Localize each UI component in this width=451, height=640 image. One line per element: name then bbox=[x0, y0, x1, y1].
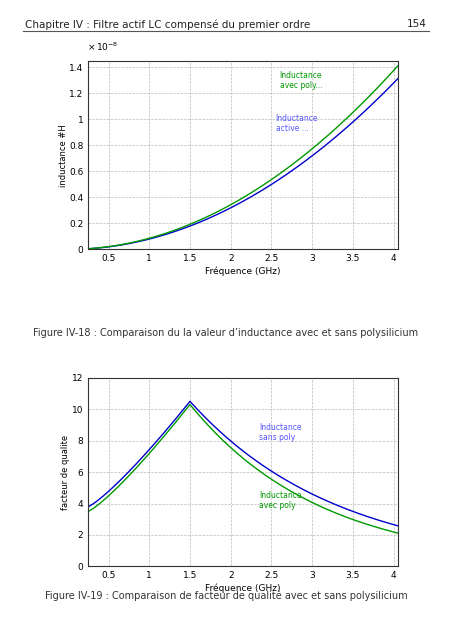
X-axis label: Fréquence (GHz): Fréquence (GHz) bbox=[205, 583, 280, 593]
Y-axis label: facteur de qualite: facteur de qualite bbox=[61, 435, 70, 509]
Text: Chapitre IV : Filtre actif LC compensé du premier ordre: Chapitre IV : Filtre actif LC compensé d… bbox=[25, 19, 309, 29]
Text: Inductance
avec poly...: Inductance avec poly... bbox=[279, 70, 322, 90]
Text: Inductance
avec poly: Inductance avec poly bbox=[259, 491, 301, 510]
Text: 154: 154 bbox=[406, 19, 426, 29]
Y-axis label: inductance #H: inductance #H bbox=[58, 124, 67, 186]
Text: Inductance
active ...: Inductance active ... bbox=[275, 113, 318, 133]
Text: $\times\,10^{-8}$: $\times\,10^{-8}$ bbox=[87, 41, 118, 53]
Text: Inductance
sans poly: Inductance sans poly bbox=[259, 423, 301, 442]
Text: Figure IV-19 : Comparaison de facteur de qualité avec et sans polysilicium: Figure IV-19 : Comparaison de facteur de… bbox=[45, 591, 406, 601]
X-axis label: Fréquence (GHz): Fréquence (GHz) bbox=[205, 266, 280, 276]
Text: Figure IV-18 : Comparaison du la valeur d’inductance avec et sans polysilicium: Figure IV-18 : Comparaison du la valeur … bbox=[33, 328, 418, 339]
